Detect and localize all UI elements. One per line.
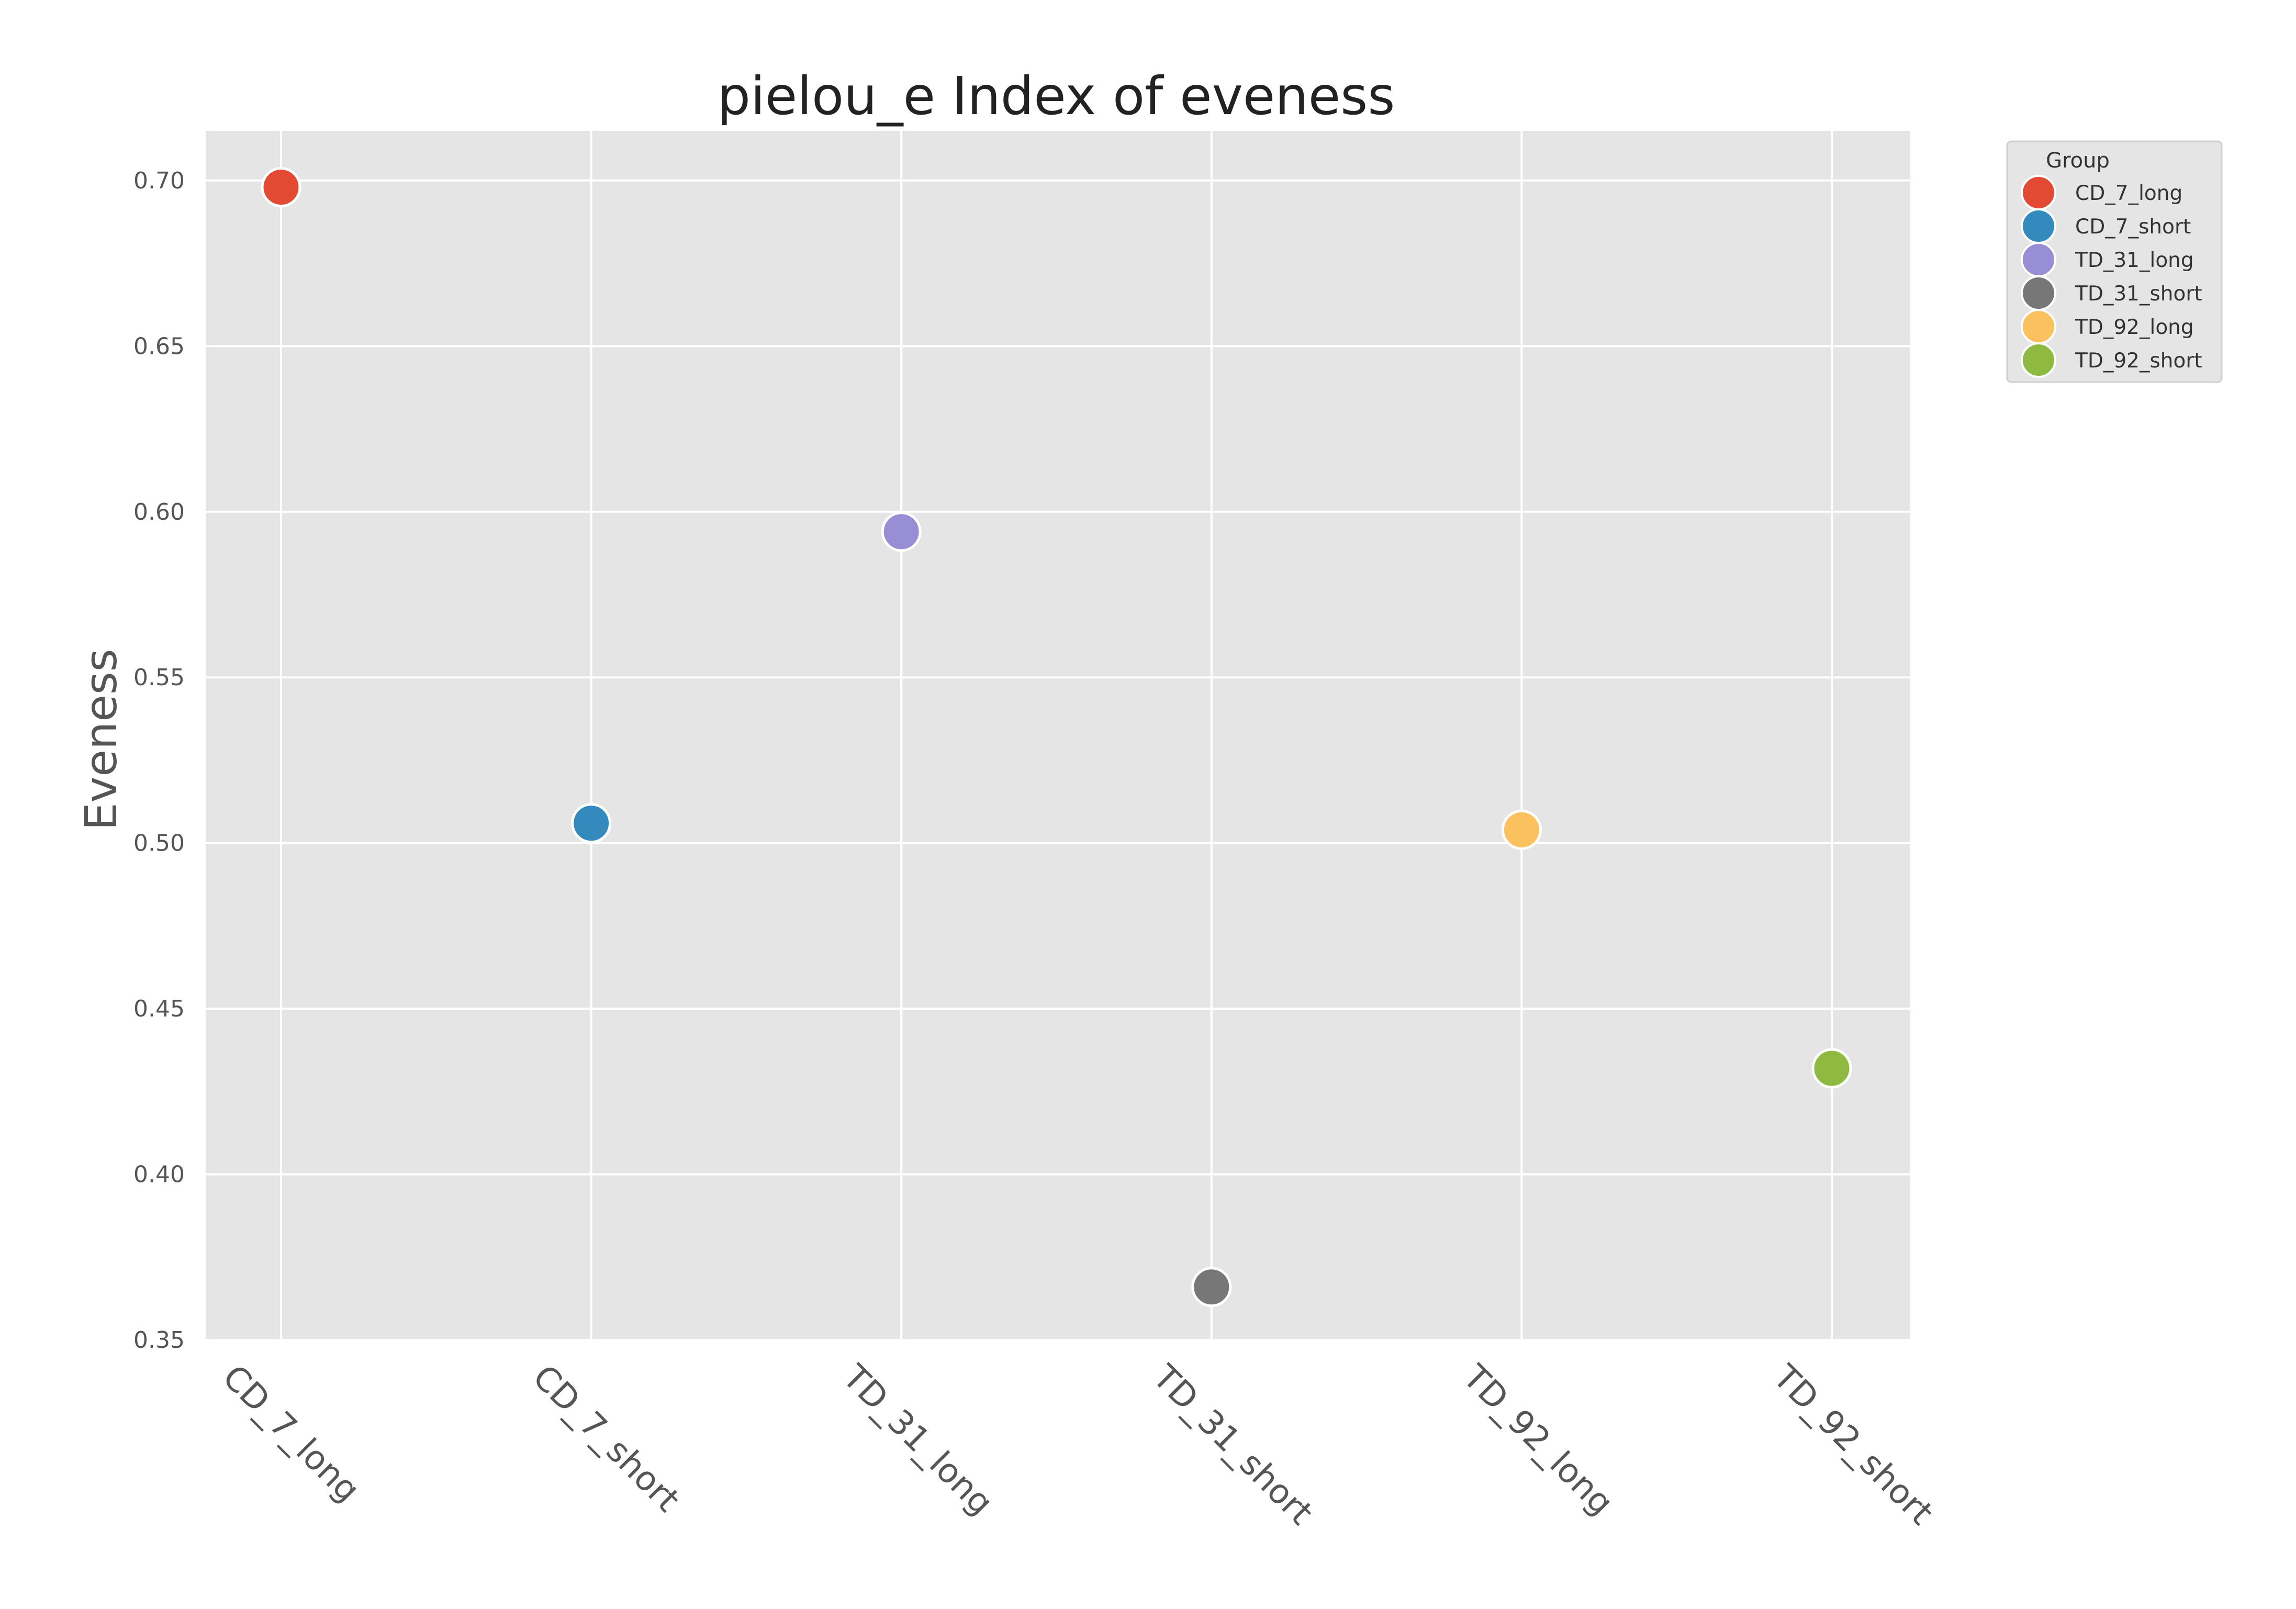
data-point-td-92-long[interactable]: [1501, 809, 1542, 850]
y-axis-label: Eveness: [75, 649, 127, 831]
data-point-cd-7-long[interactable]: [261, 167, 301, 208]
legend-entry-label: TD_31_short: [2075, 282, 2202, 306]
legend-marker: [2021, 208, 2056, 244]
legend[interactable]: Group CD_7_long CD_7_short TD_31_long TD_31_…: [2006, 140, 2223, 383]
y-tick-label: 0.50: [133, 830, 185, 857]
data-point-td-31-long[interactable]: [881, 511, 922, 552]
data-point-cd-7-short[interactable]: [571, 803, 612, 844]
legend-entry-label: CD_7_long: [2075, 182, 2182, 205]
legend-title: Group: [2046, 149, 2110, 173]
legend-entry-label: CD_7_short: [2075, 215, 2191, 239]
y-tick-label: 0.35: [133, 1327, 185, 1354]
data-point-td-31-short[interactable]: [1191, 1267, 1232, 1308]
data-point-td-92-short[interactable]: [1811, 1048, 1852, 1089]
legend-box: [2006, 140, 2223, 383]
y-tick-label: 0.55: [133, 664, 185, 691]
legend-entry-label: TD_92_short: [2075, 349, 2202, 373]
plot-background: [206, 131, 1910, 1340]
y-tick-label: 0.60: [133, 499, 185, 526]
y-tick-label: 0.45: [133, 996, 185, 1022]
y-tick-label: 0.65: [133, 333, 185, 360]
legend-entry-label: TD_31_long: [2075, 249, 2194, 272]
legend-marker: [2021, 342, 2056, 378]
plot-area: 0.350.400.450.500.550.600.650.70CD_7_lon…: [133, 131, 1941, 1533]
y-tick-label: 0.40: [133, 1161, 185, 1188]
legend-marker: [2021, 275, 2056, 311]
chart-title: pielou_e Index of eveness: [717, 65, 1395, 127]
legend-entry-label: TD_92_long: [2075, 316, 2194, 339]
legend-marker: [2021, 175, 2056, 210]
legend-marker: [2021, 309, 2056, 344]
y-tick-label: 0.70: [133, 167, 185, 194]
legend-marker: [2021, 242, 2056, 277]
